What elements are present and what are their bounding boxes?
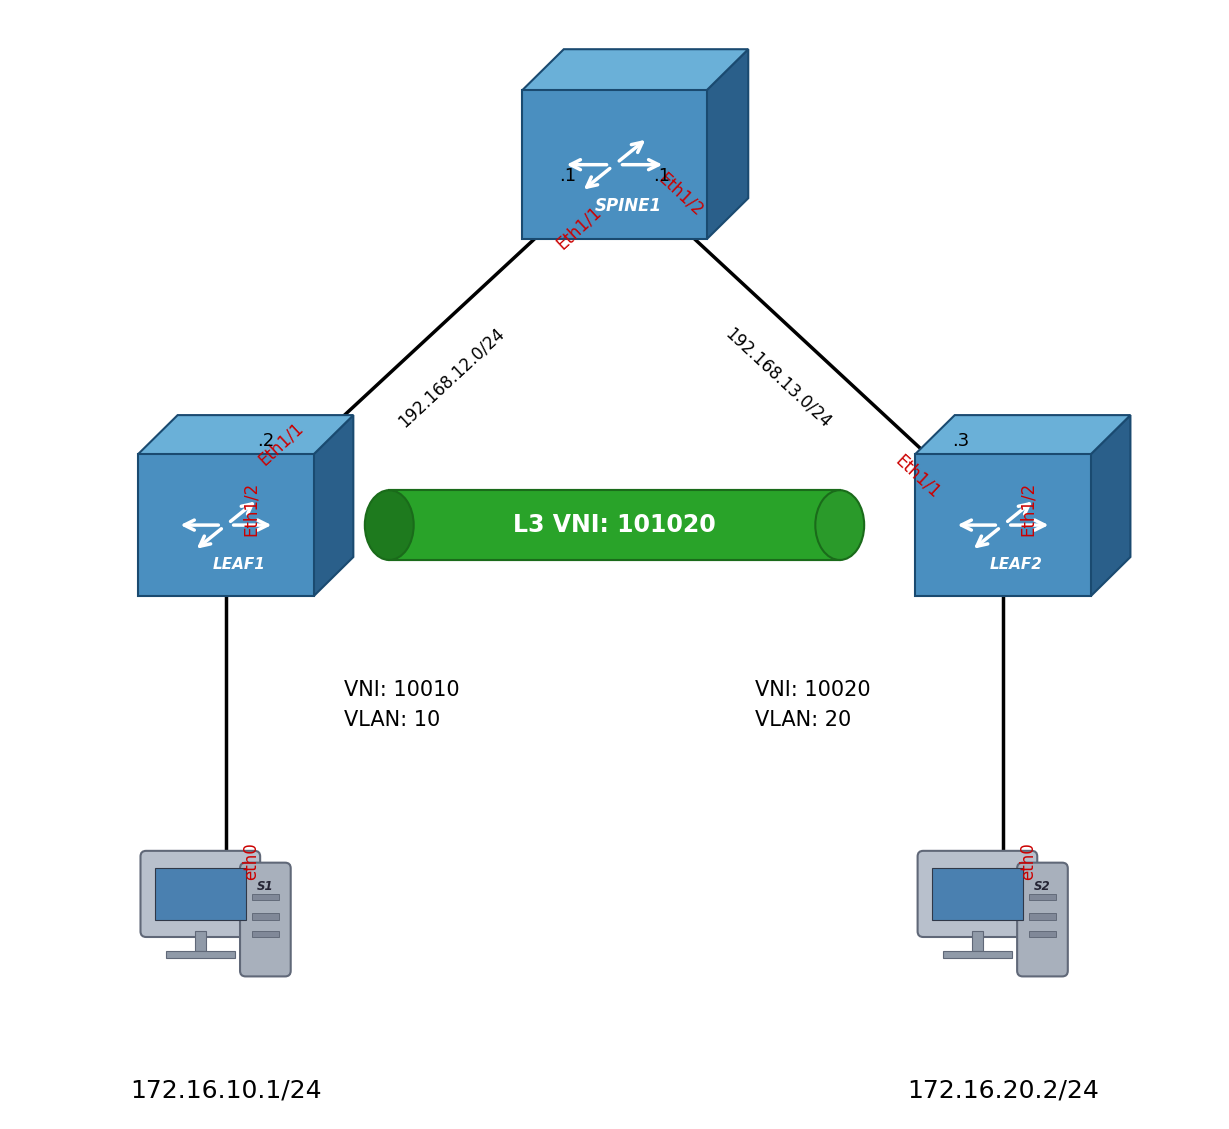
FancyBboxPatch shape [972, 931, 983, 951]
Text: VNI: 10010
VLAN: 10: VNI: 10010 VLAN: 10 [344, 681, 460, 730]
Polygon shape [138, 415, 353, 454]
Text: 172.16.10.1/24: 172.16.10.1/24 [130, 1079, 322, 1103]
Text: 192.168.12.0/24: 192.168.12.0/24 [395, 324, 508, 431]
Polygon shape [522, 50, 748, 90]
FancyBboxPatch shape [252, 931, 279, 937]
FancyBboxPatch shape [252, 913, 279, 919]
Text: .1: .1 [654, 167, 670, 185]
Text: L3 VNI: 101020: L3 VNI: 101020 [514, 513, 715, 537]
Text: 172.16.20.2/24: 172.16.20.2/24 [907, 1079, 1099, 1103]
Text: VNI: 10020
VLAN: 20: VNI: 10020 VLAN: 20 [756, 681, 871, 730]
Polygon shape [522, 90, 707, 239]
FancyBboxPatch shape [140, 851, 261, 937]
FancyBboxPatch shape [918, 851, 1037, 937]
FancyBboxPatch shape [252, 893, 279, 900]
Polygon shape [138, 454, 313, 596]
Text: .3: .3 [951, 431, 968, 449]
Text: eth0: eth0 [1019, 842, 1037, 879]
FancyBboxPatch shape [1029, 913, 1056, 919]
Text: S2: S2 [1034, 881, 1051, 893]
FancyBboxPatch shape [943, 951, 1011, 959]
Ellipse shape [815, 490, 864, 560]
Text: LEAF2: LEAF2 [989, 557, 1042, 571]
Text: eth0: eth0 [242, 842, 259, 879]
FancyBboxPatch shape [195, 931, 205, 951]
Polygon shape [916, 415, 1131, 454]
Text: .2: .2 [257, 431, 274, 449]
FancyBboxPatch shape [155, 868, 246, 920]
Text: Eth1/2: Eth1/2 [242, 482, 259, 536]
FancyBboxPatch shape [1018, 863, 1068, 977]
Polygon shape [313, 415, 353, 596]
FancyBboxPatch shape [166, 951, 235, 959]
Text: .1: .1 [559, 167, 575, 185]
Text: Eth1/1: Eth1/1 [254, 419, 306, 469]
Text: 192.168.13.0/24: 192.168.13.0/24 [721, 324, 834, 431]
Text: S1: S1 [257, 881, 274, 893]
Ellipse shape [365, 490, 414, 560]
Text: SPINE1: SPINE1 [595, 196, 662, 215]
Polygon shape [916, 454, 1091, 596]
FancyBboxPatch shape [390, 490, 839, 560]
Polygon shape [707, 50, 748, 239]
FancyBboxPatch shape [1029, 893, 1056, 900]
Polygon shape [1091, 415, 1131, 596]
Text: Eth1/2: Eth1/2 [1019, 482, 1037, 536]
FancyBboxPatch shape [240, 863, 291, 977]
Text: Eth1/1: Eth1/1 [892, 452, 944, 501]
Text: Eth1/2: Eth1/2 [654, 170, 707, 220]
FancyBboxPatch shape [932, 868, 1023, 920]
Text: LEAF1: LEAF1 [213, 557, 265, 571]
Text: Eth1/1: Eth1/1 [553, 203, 606, 253]
FancyBboxPatch shape [1029, 931, 1056, 937]
FancyBboxPatch shape [390, 490, 839, 560]
